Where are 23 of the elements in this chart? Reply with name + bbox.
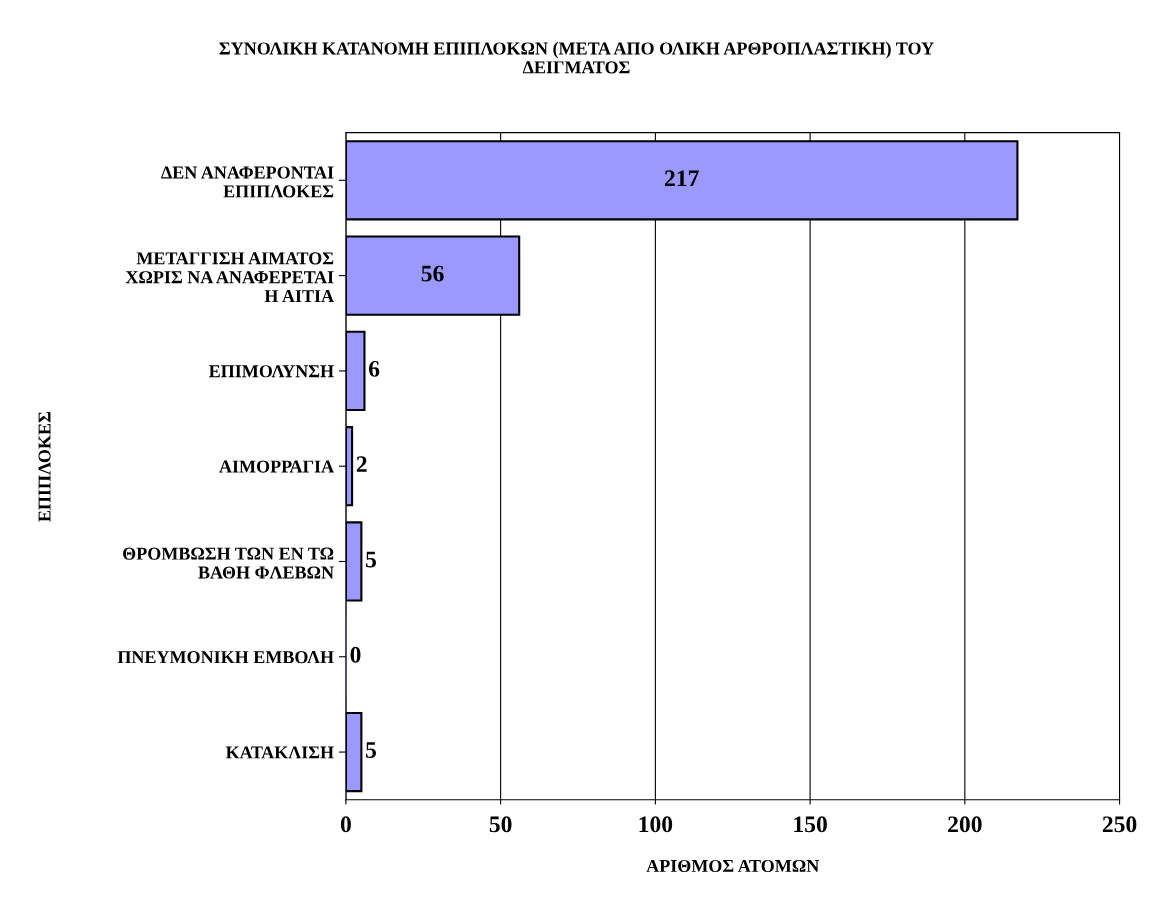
y-tick-label: ΜΕΤΑΓΓΙΣΗ ΑΙΜΑΤΟΣ ΧΩΡΙΣ ΝΑ ΑΝΑΦΕΡΕΤΑΙ Η ΑΙΤΙΑ: [125, 252, 334, 303]
x-tick-label: 100: [639, 816, 673, 833]
data-label: 5: [366, 551, 377, 568]
data-label: 2: [356, 456, 367, 472]
x-tick-label: 150: [794, 816, 827, 833]
y-tick-label: ΘΡΟΜΒΩΣΗ ΤΩΝ ΕΝ ΤΩ ΒΑΘΗ ΦΛΕΒΩΝ: [123, 547, 334, 579]
y-tick-label: ΚΑΤΑΚΛΙΣΗ: [225, 746, 334, 759]
y-tick-label: ΠΝΕΥΜΟΝΙΚΗ ΕΜΒΟΛΗ: [117, 651, 334, 664]
y-axis-title: ΕΠΙΠΛΟΚΕΣ: [38, 412, 51, 522]
data-label: 5: [366, 742, 377, 758]
x-tick-label: 50: [489, 816, 512, 833]
x-tick-label: 0: [340, 816, 351, 833]
data-label: 0: [350, 646, 361, 663]
y-tick-label: ΔΕΝ ΑΝΑΦΕΡΟΝΤΑΙ ΕΠΙΠΛΟΚΕΣ: [161, 166, 334, 198]
x-tick-label: 200: [948, 816, 982, 833]
chart-title: ΣΥΝΟΛΙΚΗ ΚΑΤΑΝΟΜΗ ΕΠΙΠΛΟΚΩΝ (ΜΕΤΑ ΑΠΟ ΟΛΙΚΗ ΑΡΘΡΟΠΛΑΣΤΙΚΗ) ΤΟΥ ΔΕΙΓΜΑΤΟΣ: [219, 41, 934, 74]
y-tick-label: ΕΠΙΜΟΛΥΝΣΗ: [208, 365, 334, 378]
data-label: 56: [421, 265, 444, 282]
data-label: 217: [664, 170, 699, 186]
data-label: 6: [368, 360, 380, 377]
y-tick-label: ΑΙΜΟΡΡΑΓΙΑ: [219, 460, 334, 473]
x-tick-label: 250: [1102, 816, 1137, 833]
x-axis-title: ΑΡΙΘΜΟΣ ΑΤΟΜΩΝ: [646, 859, 820, 873]
